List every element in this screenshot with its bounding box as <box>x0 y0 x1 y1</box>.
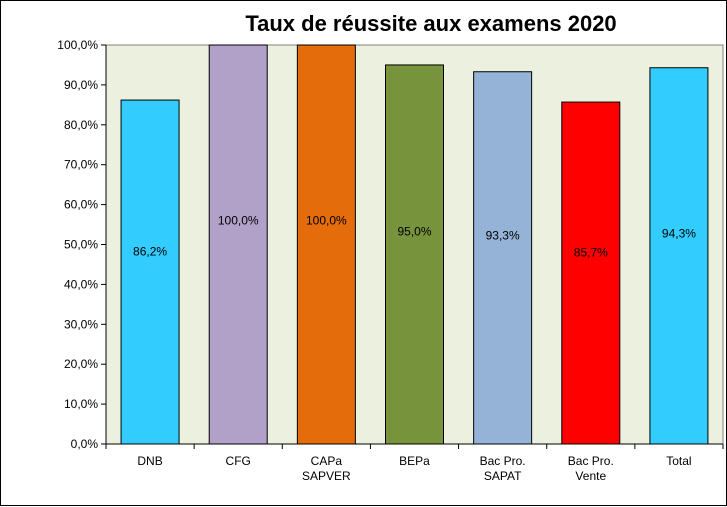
bar <box>208 44 268 445</box>
bar <box>473 71 533 445</box>
y-tick-label: 60,0% <box>64 198 98 212</box>
x-category-label-line: CFG <box>226 454 251 468</box>
x-category-label: CAPa SAPVER <box>302 454 351 483</box>
x-category-label: DNB <box>137 454 162 468</box>
y-tick-label: 80,0% <box>64 118 98 132</box>
y-tick-label: 90,0% <box>64 78 98 92</box>
x-category-label-line: CAPa <box>311 454 343 468</box>
x-category-label-line: Bac Pro. <box>568 454 614 468</box>
bars-group <box>120 44 709 445</box>
bar-data-label: 100,0% <box>306 214 347 228</box>
x-category-label-line: BEPa <box>399 454 430 468</box>
bar-data-label: 100,0% <box>218 214 259 228</box>
x-category-label-line: Bac Pro. <box>480 454 526 468</box>
bar-data-label: 93,3% <box>486 229 520 243</box>
y-tick-label: 100,0% <box>57 38 98 52</box>
x-category-label: Bac Pro. SAPAT <box>480 454 526 483</box>
bar <box>120 99 180 445</box>
bar-data-label: 85,7% <box>574 246 608 260</box>
data-labels-group: 86,2% 100,0% 100,0% 95,0% 93,3% 85,7% 94,3% <box>133 214 696 260</box>
bar <box>296 44 356 445</box>
bar-data-label: 95,0% <box>397 225 431 239</box>
bar <box>385 64 444 445</box>
x-category-label: Bac Pro. Vente <box>568 454 614 483</box>
bar-data-label: 86,2% <box>133 244 167 258</box>
bar <box>561 101 621 445</box>
x-category-label: BEPa <box>399 454 430 468</box>
y-tick-label: 50,0% <box>64 238 98 252</box>
y-tick-label: 40,0% <box>64 277 98 291</box>
bar-data-label: 94,3% <box>662 226 696 240</box>
x-category-label: Total <box>666 454 691 468</box>
x-category-label: CFG <box>226 454 251 468</box>
bar <box>649 67 709 445</box>
x-category-label-line: Vente <box>575 469 606 483</box>
y-tick-label: 10,0% <box>64 397 98 411</box>
y-tick-label: 30,0% <box>64 317 98 331</box>
x-category-label-line: SAPAT <box>484 469 522 483</box>
y-axis: 0,0% 10,0% 20,0% 30,0% 40,0% 50,0% 60,0% 70,0% 8… <box>57 38 107 451</box>
x-category-label-line: DNB <box>137 454 162 468</box>
chart-title: Taux de réussite aux examens 2020 <box>245 11 616 36</box>
x-category-label-line: Total <box>666 454 691 468</box>
x-category-label-line: SAPVER <box>302 469 351 483</box>
y-tick-label: 20,0% <box>64 357 98 371</box>
y-tick-label: 0,0% <box>71 437 99 451</box>
y-tick-label: 70,0% <box>64 158 98 172</box>
